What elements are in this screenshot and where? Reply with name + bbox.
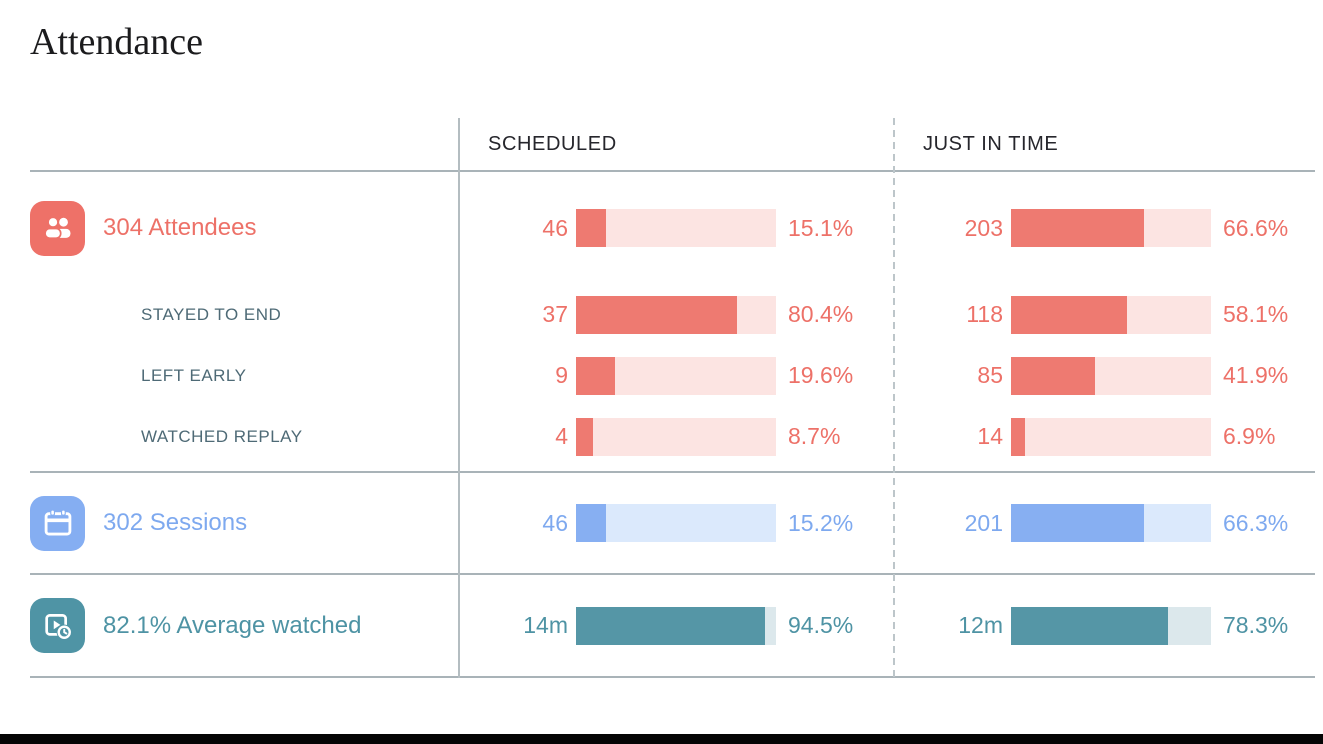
- progress-fill: [576, 295, 737, 334]
- section-average-watched: 82.1% Average watched 14m 94.5% 12m 78.3%: [30, 575, 1315, 678]
- progress-fill: [1011, 417, 1025, 456]
- metric-row: 304 Attendees 46 15.1% 203 66.6%: [30, 172, 1315, 284]
- metric-row: STAYED TO END 37 80.4% 118 58.1%: [30, 284, 1315, 345]
- column-header-just-in-time: JUST IN TIME: [923, 132, 1059, 155]
- calendar-icon: [30, 495, 85, 551]
- sub-metric-label-cell: LEFT EARLY: [30, 366, 458, 386]
- metric-value: 201: [964, 509, 1003, 536]
- progress-track: [1011, 504, 1211, 542]
- metric-value: 46: [542, 214, 568, 241]
- metric-label-cell: 304 Attendees: [30, 200, 458, 256]
- progress-fill: [1011, 209, 1145, 247]
- metric-row: LEFT EARLY 9 19.6% 85 41.9%: [30, 345, 1315, 406]
- progress-fill: [576, 356, 616, 395]
- section-sessions: 302 Sessions 46 15.2% 201 66.3%: [30, 473, 1315, 575]
- metric-percentage: 41.9%: [1223, 362, 1289, 388]
- bottom-bar: [0, 734, 1323, 744]
- metric-label: 302 Sessions: [103, 509, 248, 536]
- progress-fill: [1011, 606, 1168, 645]
- metric-percentage: 94.5%: [788, 612, 854, 638]
- sub-metric-label: STAYED TO END: [141, 304, 282, 324]
- stat-cell-just-in-time: 12m 78.3%: [893, 606, 1315, 645]
- metric-percentage: 78.3%: [1223, 612, 1289, 638]
- metric-value: 37: [542, 301, 568, 327]
- progress-track: [576, 356, 776, 395]
- progress-track: [1011, 606, 1211, 645]
- table-header-row: SCHEDULED JUST IN TIME: [30, 118, 1315, 172]
- metric-value: 9: [555, 362, 568, 388]
- metric-percentage: 58.1%: [1223, 301, 1289, 327]
- metric-row: WATCHED REPLAY 4 8.7% 14 6.9%: [30, 406, 1315, 467]
- metric-label: 82.1% Average watched: [103, 611, 362, 639]
- section-attendees: 304 Attendees 46 15.1% 203 66.6% STAYED TO EN…: [30, 172, 1315, 473]
- metric-value: 12m: [958, 612, 1003, 638]
- progress-track: [576, 417, 776, 456]
- progress-track: [1011, 295, 1211, 334]
- stat-cell-scheduled: 46 15.2%: [458, 504, 893, 542]
- metric-value: 46: [542, 509, 568, 536]
- metric-percentage: 80.4%: [788, 301, 854, 327]
- column-divider-solid: [458, 118, 460, 678]
- replay-icon: [30, 598, 85, 653]
- progress-track: [576, 504, 776, 542]
- page-title: Attendance: [30, 21, 204, 63]
- metric-percentage: 8.7%: [788, 423, 841, 449]
- progress-fill: [576, 209, 607, 247]
- progress-fill: [1011, 504, 1144, 542]
- metric-row: 302 Sessions 46 15.2% 201 66.3%: [30, 473, 1315, 573]
- metric-percentage: 15.1%: [788, 214, 854, 241]
- metric-value: 4: [555, 423, 568, 449]
- stat-cell-just-in-time: 85 41.9%: [893, 356, 1315, 395]
- column-header-scheduled: SCHEDULED: [488, 132, 617, 155]
- stat-cell-scheduled: 9 19.6%: [458, 356, 893, 395]
- stat-cell-just-in-time: 14 6.9%: [893, 417, 1315, 456]
- attendees-icon: [30, 200, 85, 256]
- stat-cell-scheduled: 46 15.1%: [458, 209, 893, 247]
- progress-track: [1011, 209, 1211, 247]
- progress-fill: [576, 504, 607, 542]
- metric-row: 82.1% Average watched 14m 94.5% 12m 78.3%: [30, 575, 1315, 676]
- progress-track: [576, 295, 776, 334]
- metric-value: 14: [977, 423, 1003, 449]
- stat-cell-scheduled: 14m 94.5%: [458, 606, 893, 645]
- metric-label-cell: 302 Sessions: [30, 495, 458, 551]
- metric-value: 85: [977, 362, 1003, 388]
- stat-cell-scheduled: 4 8.7%: [458, 417, 893, 456]
- progress-track: [1011, 356, 1211, 395]
- progress-track: [576, 606, 776, 645]
- metric-value: 118: [966, 301, 1003, 327]
- sub-metric-label-cell: STAYED TO END: [30, 305, 458, 325]
- sub-metric-label: WATCHED REPLAY: [141, 426, 303, 446]
- column-divider-dashed: [893, 118, 895, 678]
- stat-cell-scheduled: 37 80.4%: [458, 295, 893, 334]
- stat-cell-just-in-time: 201 66.3%: [893, 504, 1315, 542]
- attendance-table: SCHEDULED JUST IN TIME 304 Attendees 46 15…: [30, 118, 1315, 678]
- progress-fill: [576, 417, 594, 456]
- sub-metric-label-cell: WATCHED REPLAY: [30, 427, 458, 447]
- progress-track: [1011, 417, 1211, 456]
- metric-percentage: 19.6%: [788, 362, 854, 388]
- progress-fill: [1011, 295, 1128, 334]
- progress-track: [576, 209, 776, 247]
- progress-fill: [1011, 356, 1095, 395]
- metric-percentage: 66.3%: [1223, 509, 1289, 536]
- stat-cell-just-in-time: 118 58.1%: [893, 295, 1315, 334]
- metric-value: 203: [964, 214, 1003, 241]
- sub-metric-label: LEFT EARLY: [141, 365, 247, 385]
- metric-label: 304 Attendees: [103, 214, 257, 241]
- table-body: 304 Attendees 46 15.1% 203 66.6% STAYED TO EN…: [30, 172, 1315, 678]
- metric-percentage: 66.6%: [1223, 214, 1289, 241]
- stat-cell-just-in-time: 203 66.6%: [893, 209, 1315, 247]
- metric-value: 14m: [523, 612, 568, 638]
- metric-percentage: 15.2%: [788, 509, 854, 536]
- progress-fill: [576, 606, 765, 645]
- metric-percentage: 6.9%: [1223, 423, 1276, 449]
- metric-label-cell: 82.1% Average watched: [30, 598, 458, 653]
